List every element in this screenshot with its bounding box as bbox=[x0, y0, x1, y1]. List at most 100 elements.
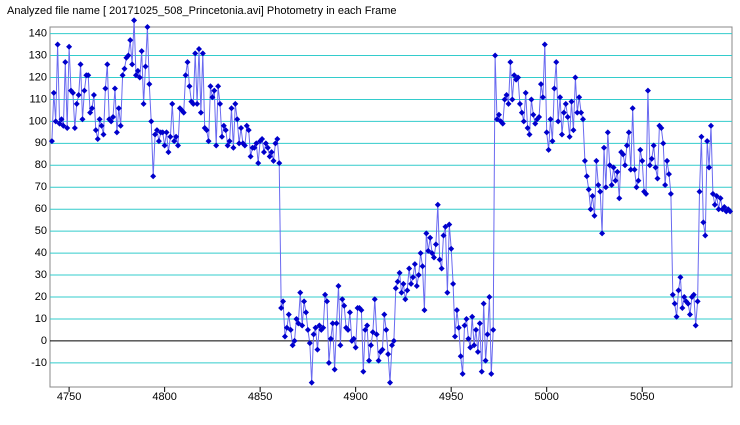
data-point bbox=[669, 291, 676, 298]
data-point bbox=[387, 379, 394, 386]
data-point bbox=[686, 311, 693, 318]
data-point bbox=[501, 96, 508, 103]
data-point bbox=[434, 201, 441, 208]
data-point bbox=[597, 188, 604, 195]
data-point bbox=[276, 160, 283, 167]
data-point bbox=[448, 245, 455, 252]
data-point bbox=[408, 280, 415, 287]
y-tick-label: 40 bbox=[35, 247, 47, 259]
data-point bbox=[331, 366, 338, 373]
data-point bbox=[314, 346, 321, 353]
data-point bbox=[194, 100, 201, 107]
data-point bbox=[637, 146, 644, 153]
data-point bbox=[484, 331, 491, 338]
data-point bbox=[702, 232, 709, 239]
data-point bbox=[89, 105, 96, 112]
data-point bbox=[652, 164, 659, 171]
data-point bbox=[503, 92, 510, 99]
data-point bbox=[161, 142, 168, 149]
data-point bbox=[325, 359, 332, 366]
data-point bbox=[646, 162, 653, 169]
data-point bbox=[293, 315, 300, 322]
data-point bbox=[48, 138, 55, 145]
data-point bbox=[558, 131, 565, 138]
data-point bbox=[610, 164, 617, 171]
data-point bbox=[203, 127, 210, 134]
data-point bbox=[522, 89, 529, 96]
data-point bbox=[539, 94, 546, 101]
data-point bbox=[429, 250, 436, 257]
data-point bbox=[169, 100, 176, 107]
data-point bbox=[650, 142, 657, 149]
data-point bbox=[308, 379, 315, 386]
data-point bbox=[119, 72, 126, 79]
data-point bbox=[518, 109, 525, 116]
data-point bbox=[706, 164, 713, 171]
data-point bbox=[478, 368, 485, 375]
data-point bbox=[459, 370, 466, 377]
data-point bbox=[696, 188, 703, 195]
data-point bbox=[281, 333, 288, 340]
data-point bbox=[430, 254, 437, 261]
data-point bbox=[390, 337, 397, 344]
data-point bbox=[127, 37, 134, 44]
data-point bbox=[96, 116, 103, 123]
data-point bbox=[274, 135, 281, 142]
x-tick-label: 4900 bbox=[343, 391, 367, 403]
data-point bbox=[499, 120, 506, 127]
y-tick-label: 90 bbox=[35, 137, 47, 149]
data-point bbox=[153, 127, 160, 134]
data-point bbox=[155, 138, 162, 145]
data-point bbox=[306, 340, 313, 347]
data-point bbox=[94, 135, 101, 142]
data-point bbox=[224, 142, 231, 149]
data-point bbox=[98, 122, 105, 129]
data-point bbox=[272, 140, 279, 147]
data-point bbox=[451, 333, 458, 340]
y-tick-label: 0 bbox=[41, 335, 47, 347]
data-point bbox=[129, 61, 136, 68]
data-point bbox=[199, 50, 206, 57]
data-point bbox=[643, 190, 650, 197]
data-point bbox=[346, 309, 353, 316]
x-tick-label: 5000 bbox=[534, 391, 558, 403]
data-point bbox=[69, 89, 76, 96]
data-point bbox=[268, 149, 275, 156]
data-point bbox=[385, 351, 392, 358]
data-point bbox=[579, 116, 586, 123]
data-point bbox=[526, 131, 533, 138]
data-point bbox=[167, 133, 174, 140]
data-point bbox=[587, 206, 594, 213]
data-point bbox=[228, 105, 235, 112]
data-point bbox=[591, 212, 598, 219]
data-point bbox=[413, 283, 420, 290]
data-point bbox=[283, 324, 290, 331]
data-point bbox=[291, 337, 298, 344]
data-point bbox=[201, 124, 208, 131]
data-point bbox=[444, 289, 451, 296]
data-point bbox=[711, 201, 718, 208]
data-point bbox=[60, 122, 67, 129]
data-point bbox=[163, 129, 170, 136]
x-tick-label: 4850 bbox=[248, 391, 272, 403]
data-point bbox=[81, 87, 88, 94]
data-point bbox=[622, 162, 629, 169]
data-point bbox=[614, 168, 621, 175]
chart-title: Analyzed file name [ 20171025_508_Prince… bbox=[7, 5, 397, 17]
data-point bbox=[182, 72, 189, 79]
data-point bbox=[704, 138, 711, 145]
data-point bbox=[530, 111, 537, 118]
data-point bbox=[360, 368, 367, 375]
data-point bbox=[213, 142, 220, 149]
data-point bbox=[606, 162, 613, 169]
data-point bbox=[215, 83, 222, 90]
data-point bbox=[392, 285, 399, 292]
data-point bbox=[121, 65, 128, 72]
data-point bbox=[77, 61, 84, 68]
data-point bbox=[125, 52, 132, 59]
y-tick-label: 100 bbox=[29, 115, 47, 127]
data-point bbox=[396, 269, 403, 276]
data-point bbox=[625, 129, 632, 136]
data-point bbox=[681, 294, 688, 300]
data-point bbox=[564, 114, 571, 120]
